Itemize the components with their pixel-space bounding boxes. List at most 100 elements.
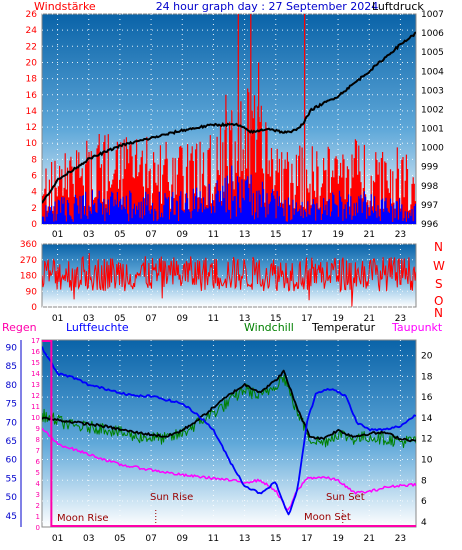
time-tick-label: 05 <box>114 534 125 544</box>
windchill-label: Windchill <box>244 321 294 334</box>
rain-tick-label: 7 <box>36 447 40 455</box>
dewpoint-label: Taupunkt <box>391 321 443 334</box>
rain-tick-label: 3 <box>36 491 40 499</box>
rain-tick-label: 2 <box>36 502 40 510</box>
wind-tick-label: 2 <box>31 204 37 214</box>
temperature-tick-label: 4 <box>421 518 427 528</box>
sun-rise-annotation: Sun Rise <box>150 492 193 503</box>
rain-tick-label: 1 <box>36 513 40 521</box>
time-tick-label: 05 <box>114 230 125 240</box>
time-tick-label: 07 <box>145 534 156 544</box>
time-tick-label: 01 <box>52 314 63 324</box>
rain-tick-label: 5 <box>36 469 40 477</box>
direction-tick-label: 360 <box>20 240 37 250</box>
temperature-line <box>42 369 416 443</box>
time-tick-label: 07 <box>145 314 156 324</box>
wind-tick-label: 22 <box>26 42 37 52</box>
moon-set-annotation: Moon Set <box>304 512 351 523</box>
humidity-tick-label: 85 <box>6 362 17 372</box>
humidity-tick-label: 50 <box>6 493 18 503</box>
compass-west: W <box>433 259 445 273</box>
direction-tick-label: 270 <box>20 256 37 266</box>
temperature-label: Temperatur <box>311 321 376 334</box>
wind-speed-bars <box>42 165 416 224</box>
rain-tick-label: 11 <box>31 403 40 411</box>
time-tick-label: 03 <box>83 534 94 544</box>
humidity-axis: 45 50 55 60 65 70 75 80 85 90 <box>6 340 22 527</box>
wind-direction-axis: 0 90 180 270 360 <box>20 240 37 313</box>
wind-strength-label: Windstärke <box>34 0 96 13</box>
compass-north-top: N <box>434 240 443 254</box>
pressure-tick-label: 996 <box>421 220 438 230</box>
humidity-temperature-time-axis: 01 03 05 07 09 11 13 15 17 19 21 23 <box>52 534 406 544</box>
humidity-label: Luftfeuchte <box>66 321 129 334</box>
wind-tick-label: 0 <box>31 220 37 230</box>
pressure-tick-label: 1001 <box>421 125 444 135</box>
rain-label: Regen <box>2 321 37 334</box>
humidity-tick-label: 65 <box>6 437 17 447</box>
time-tick-label: 17 <box>301 314 312 324</box>
windchill-line <box>42 374 416 448</box>
wind-direction-line <box>42 252 416 307</box>
time-tick-label: 05 <box>114 314 125 324</box>
time-tick-label: 21 <box>364 534 375 544</box>
wind-tick-label: 14 <box>26 107 38 117</box>
temperature-tick-label: 12 <box>421 435 432 445</box>
time-tick-label: 09 <box>177 230 189 240</box>
direction-tick-label: 0 <box>31 303 37 313</box>
rain-tick-label: 17 <box>31 337 40 345</box>
humidity-temperature-panel: Regen Luftfeuchte Windchill Temperatur T… <box>2 321 443 544</box>
time-tick-label: 17 <box>301 534 312 544</box>
moon-rise-annotation: Moon Rise <box>57 513 108 524</box>
rain-tick-label: 16 <box>31 348 40 356</box>
humidity-tick-label: 45 <box>6 512 17 522</box>
pressure-tick-label: 1006 <box>421 29 444 39</box>
time-tick-label: 15 <box>270 314 281 324</box>
wind-direction-series <box>42 252 416 307</box>
time-tick-label: 11 <box>208 230 219 240</box>
time-tick-label: 13 <box>239 314 250 324</box>
rain-tick-label: 12 <box>31 392 40 400</box>
time-tick-label: 03 <box>83 314 94 324</box>
pressure-axis: 996 997 998 999 1000 1001 1002 1003 1004 1005 1006… <box>421 10 444 230</box>
humidity-tick-label: 70 <box>6 418 18 428</box>
time-tick-label: 23 <box>395 230 406 240</box>
compass-east: O <box>434 294 443 308</box>
time-tick-label: 09 <box>177 314 189 324</box>
pressure-tick-label: 997 <box>421 201 438 211</box>
wind-pressure-time-axis: 01 03 05 07 09 11 13 15 17 19 21 23 <box>52 230 406 240</box>
humidity-temperature-series <box>42 340 416 527</box>
rain-tick-label: 0 <box>36 524 40 532</box>
time-tick-label: 15 <box>270 534 281 544</box>
time-tick-label: 21 <box>364 314 375 324</box>
time-tick-label: 21 <box>364 230 375 240</box>
wind-pressure-series <box>42 14 416 224</box>
rain-tick-label: 14 <box>31 370 40 378</box>
time-tick-label: 11 <box>208 314 219 324</box>
humidity-line <box>42 346 416 516</box>
wind-tick-label: 18 <box>26 75 38 85</box>
dewpoint-line <box>42 427 416 511</box>
temperature-tick-label: 8 <box>421 476 427 486</box>
pressure-tick-label: 1004 <box>421 67 444 77</box>
temperature-tick-label: 14 <box>421 414 433 424</box>
humidity-tick-label: 60 <box>6 456 18 466</box>
time-tick-label: 01 <box>52 534 63 544</box>
temperature-tick-label: 6 <box>421 497 427 507</box>
humidity-temperature-grid <box>42 340 416 527</box>
humidity-tick-label: 55 <box>6 474 17 484</box>
temperature-axis: 4 6 8 10 12 14 16 18 20 <box>421 352 433 528</box>
pressure-tick-label: 1002 <box>421 105 444 115</box>
time-tick-label: 13 <box>239 230 250 240</box>
time-tick-label: 01 <box>52 230 63 240</box>
sun-set-annotation: Sun Set <box>326 492 365 503</box>
time-tick-label: 09 <box>177 534 189 544</box>
wind-tick-label: 8 <box>31 155 37 165</box>
time-tick-label: 23 <box>395 314 406 324</box>
wind-tick-label: 6 <box>31 172 37 182</box>
humidity-tick-label: 90 <box>6 343 18 353</box>
